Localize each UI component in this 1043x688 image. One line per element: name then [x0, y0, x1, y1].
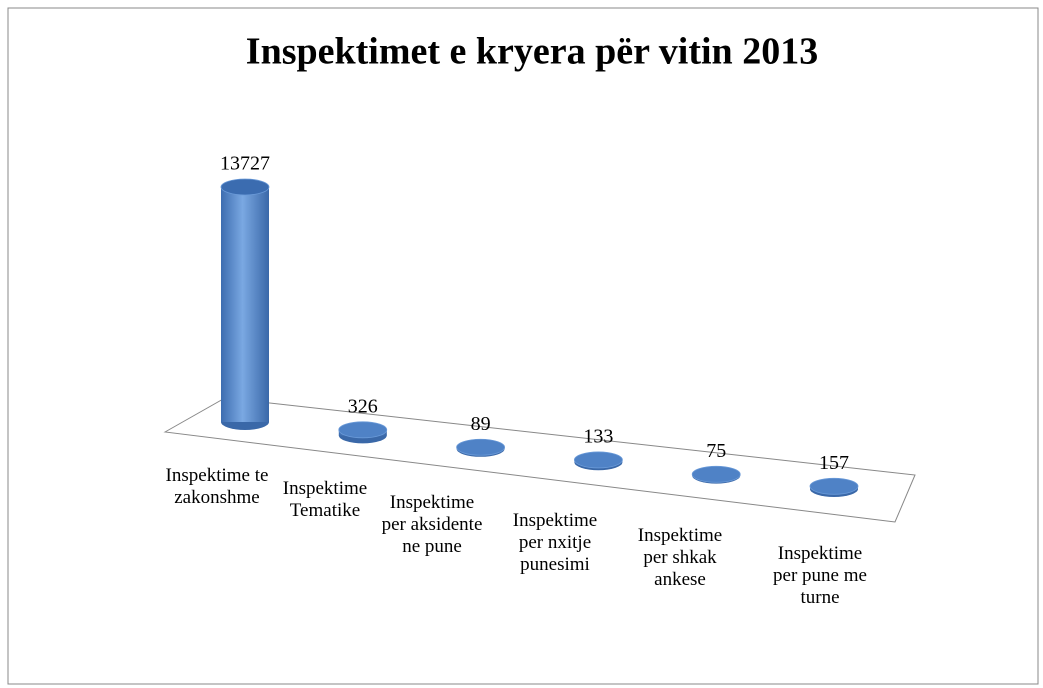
data-label: 89 — [471, 413, 491, 435]
category-label: Inspektime per aksidente ne pune — [381, 492, 483, 557]
category-label: Inspektime per pune me turne — [773, 543, 867, 608]
category-label: Inspektime Tematike — [282, 478, 368, 521]
category-label: Inspektime te zakonshme — [165, 465, 269, 508]
chart-title: Inspektimet e kryera për vitin 2013 — [246, 31, 818, 73]
bar — [574, 451, 623, 471]
category-label: Inspektime per shkak ankese — [637, 525, 723, 590]
data-label: 326 — [348, 395, 378, 417]
data-label: 13727 — [220, 153, 270, 175]
bar — [456, 438, 506, 457]
data-label: 133 — [583, 426, 613, 448]
data-label: 157 — [819, 452, 849, 474]
bar — [691, 465, 741, 484]
data-label: 75 — [706, 440, 726, 462]
bar — [809, 477, 859, 497]
chart-border — [7, 7, 1039, 685]
category-label: Inspektime per nxitje punesimi — [512, 510, 598, 575]
bar — [220, 178, 270, 430]
bar — [338, 421, 388, 444]
